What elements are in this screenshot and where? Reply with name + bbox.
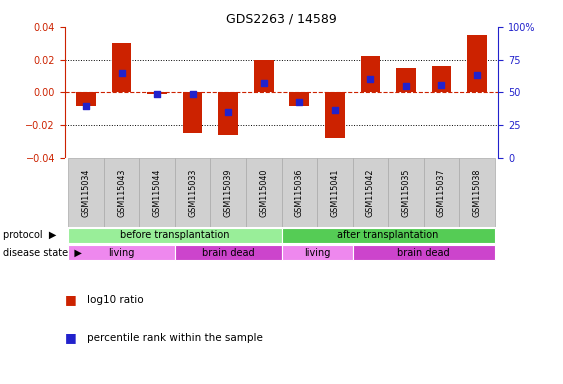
Bar: [148, 93, 167, 94]
Bar: [360, 56, 380, 93]
Text: log10 ratio: log10 ratio: [87, 295, 144, 305]
Bar: [218, 93, 238, 135]
Text: GSM115042: GSM115042: [366, 168, 375, 217]
Point: [295, 99, 304, 105]
Text: ■: ■: [65, 331, 77, 344]
FancyBboxPatch shape: [459, 158, 495, 227]
Bar: [112, 43, 131, 93]
Text: GSM115037: GSM115037: [437, 168, 446, 217]
FancyBboxPatch shape: [175, 158, 211, 227]
FancyBboxPatch shape: [68, 158, 104, 227]
Text: disease state  ▶: disease state ▶: [3, 248, 82, 258]
Bar: [325, 93, 345, 138]
Title: GDS2263 / 14589: GDS2263 / 14589: [226, 13, 337, 26]
Bar: [467, 35, 486, 93]
Text: living: living: [109, 248, 135, 258]
Point: [366, 76, 375, 83]
Text: GSM115043: GSM115043: [117, 168, 126, 217]
Text: after transplantation: after transplantation: [337, 230, 439, 240]
FancyBboxPatch shape: [423, 158, 459, 227]
Text: ■: ■: [65, 293, 77, 306]
Bar: [183, 93, 203, 134]
FancyBboxPatch shape: [246, 158, 282, 227]
Bar: [77, 93, 96, 106]
Point: [82, 103, 91, 109]
Text: GSM115044: GSM115044: [153, 168, 162, 217]
Text: GSM115033: GSM115033: [188, 168, 197, 217]
FancyBboxPatch shape: [68, 228, 282, 243]
FancyBboxPatch shape: [282, 228, 495, 243]
Point: [437, 81, 446, 88]
FancyBboxPatch shape: [68, 245, 175, 260]
Bar: [254, 60, 274, 93]
Bar: [432, 66, 451, 93]
FancyBboxPatch shape: [352, 245, 495, 260]
Bar: [289, 93, 309, 106]
Text: protocol  ▶: protocol ▶: [3, 230, 56, 240]
FancyBboxPatch shape: [104, 158, 140, 227]
Point: [117, 70, 126, 76]
Point: [259, 80, 268, 86]
FancyBboxPatch shape: [175, 245, 282, 260]
Point: [472, 72, 481, 78]
Point: [224, 109, 233, 115]
FancyBboxPatch shape: [211, 158, 246, 227]
Point: [188, 91, 197, 97]
Bar: [396, 68, 415, 93]
Text: GSM115038: GSM115038: [472, 168, 481, 217]
FancyBboxPatch shape: [282, 158, 317, 227]
Text: GSM115034: GSM115034: [82, 168, 91, 217]
FancyBboxPatch shape: [388, 158, 423, 227]
Point: [153, 91, 162, 97]
FancyBboxPatch shape: [282, 245, 352, 260]
FancyBboxPatch shape: [352, 158, 388, 227]
Text: GSM115039: GSM115039: [224, 168, 233, 217]
Point: [401, 83, 410, 89]
Text: percentile rank within the sample: percentile rank within the sample: [87, 333, 263, 343]
Point: [330, 106, 339, 113]
Text: GSM115036: GSM115036: [295, 168, 304, 217]
Text: GSM115035: GSM115035: [401, 168, 410, 217]
Text: brain dead: brain dead: [397, 248, 450, 258]
Text: GSM115041: GSM115041: [330, 168, 339, 217]
FancyBboxPatch shape: [140, 158, 175, 227]
Text: brain dead: brain dead: [202, 248, 254, 258]
Text: GSM115040: GSM115040: [259, 168, 268, 217]
FancyBboxPatch shape: [317, 158, 352, 227]
Text: before transplantation: before transplantation: [120, 230, 230, 240]
Text: living: living: [304, 248, 330, 258]
